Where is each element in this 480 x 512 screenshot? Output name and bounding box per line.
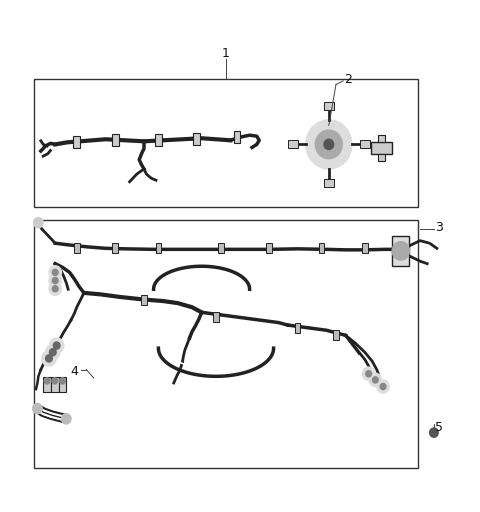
Circle shape xyxy=(306,120,352,169)
Circle shape xyxy=(52,286,58,292)
Circle shape xyxy=(33,403,42,414)
Bar xyxy=(73,136,80,148)
Circle shape xyxy=(49,282,61,295)
Circle shape xyxy=(49,274,61,287)
Bar xyxy=(34,79,418,207)
Bar xyxy=(112,243,118,253)
Circle shape xyxy=(380,383,386,390)
Bar xyxy=(266,243,272,253)
Circle shape xyxy=(49,266,61,279)
Circle shape xyxy=(42,351,56,366)
Circle shape xyxy=(46,355,52,362)
Bar xyxy=(378,135,385,142)
Circle shape xyxy=(61,414,71,424)
Circle shape xyxy=(362,367,375,380)
Circle shape xyxy=(49,349,56,356)
Bar xyxy=(324,179,334,187)
Bar xyxy=(371,142,392,154)
Bar xyxy=(333,330,339,340)
Circle shape xyxy=(52,378,58,384)
Bar xyxy=(324,102,334,110)
Bar xyxy=(288,140,298,148)
Text: 2: 2 xyxy=(344,73,352,86)
Bar xyxy=(112,134,119,146)
Circle shape xyxy=(324,139,334,150)
Circle shape xyxy=(46,345,60,360)
Bar xyxy=(74,243,80,253)
Circle shape xyxy=(430,428,438,437)
Bar xyxy=(213,312,219,322)
Bar xyxy=(319,243,324,253)
Circle shape xyxy=(49,338,64,353)
Circle shape xyxy=(377,380,389,393)
Bar xyxy=(362,243,368,253)
Circle shape xyxy=(392,242,409,260)
Circle shape xyxy=(372,377,378,383)
Bar xyxy=(43,377,51,392)
Bar xyxy=(155,134,162,146)
Circle shape xyxy=(315,130,342,159)
Bar xyxy=(51,377,59,392)
Bar xyxy=(295,323,300,333)
Circle shape xyxy=(53,342,60,349)
Bar xyxy=(360,140,370,148)
Text: 4: 4 xyxy=(71,365,78,378)
Bar xyxy=(141,295,147,305)
Circle shape xyxy=(52,269,58,275)
Bar xyxy=(234,131,240,143)
Circle shape xyxy=(34,218,43,228)
Circle shape xyxy=(366,371,372,377)
Circle shape xyxy=(52,278,58,284)
Circle shape xyxy=(60,378,65,384)
Bar xyxy=(218,243,224,253)
Bar xyxy=(34,220,418,468)
Bar xyxy=(59,377,66,392)
Bar xyxy=(156,243,161,253)
Text: 1: 1 xyxy=(222,47,229,60)
Text: 3: 3 xyxy=(435,221,443,234)
Bar xyxy=(392,236,409,266)
Bar xyxy=(193,133,200,145)
Circle shape xyxy=(369,373,382,387)
Circle shape xyxy=(44,378,50,384)
Text: 5: 5 xyxy=(435,421,443,434)
Bar xyxy=(378,154,385,161)
